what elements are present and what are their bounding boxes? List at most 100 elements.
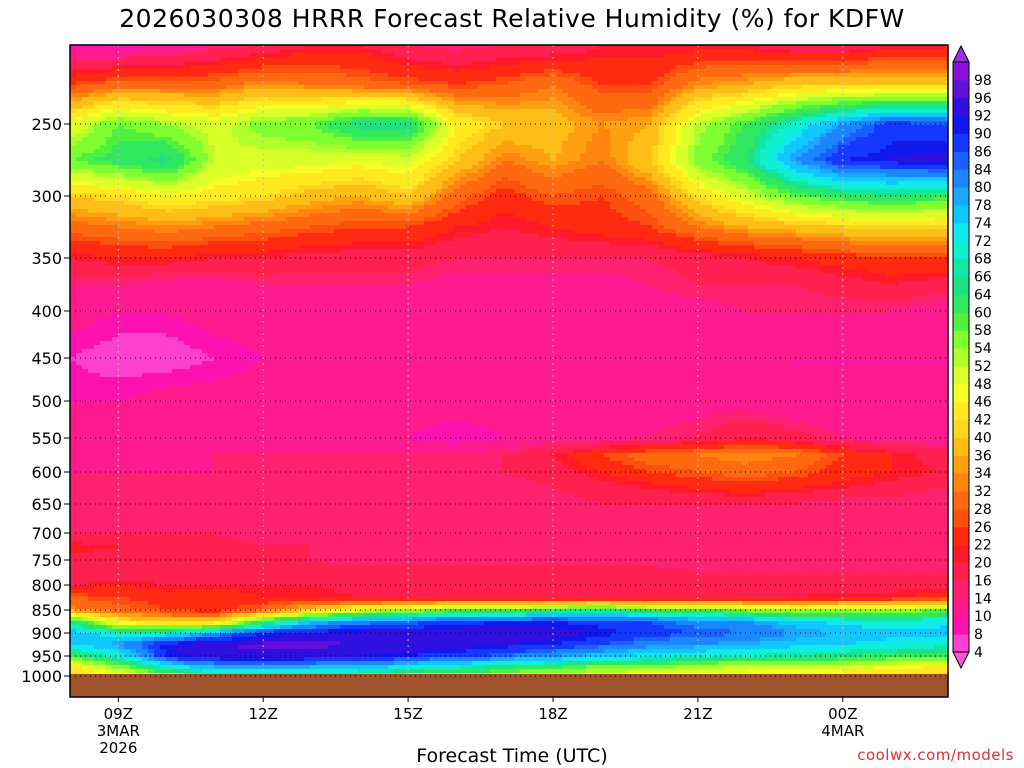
rh-cell (376, 73, 383, 78)
rh-cell (892, 77, 899, 82)
rh-cell (316, 77, 323, 82)
rh-cell (520, 73, 527, 78)
rh-cell (874, 161, 881, 166)
rh-cell (796, 125, 803, 130)
rh-cell (244, 157, 251, 162)
rh-cell (466, 121, 473, 126)
rh-cell (616, 109, 623, 114)
rh-cell (598, 125, 605, 130)
rh-cell (856, 73, 863, 78)
rh-cell (298, 81, 305, 86)
rh-cell (304, 97, 311, 102)
rh-cell (622, 177, 629, 182)
rh-cell (850, 145, 857, 150)
rh-cell (418, 97, 425, 102)
rh-cell (76, 57, 83, 62)
rh-cell (916, 125, 923, 130)
rh-cell (916, 93, 923, 98)
rh-cell (250, 145, 257, 150)
rh-cell (730, 49, 737, 54)
rh-cell (430, 157, 437, 162)
rh-cell (574, 53, 581, 58)
rh-cell (574, 65, 581, 70)
rh-cell (928, 81, 935, 86)
rh-cell (898, 53, 905, 58)
rh-cell (862, 65, 869, 70)
rh-cell (274, 161, 281, 166)
rh-cell (652, 121, 659, 126)
rh-cell (778, 53, 785, 58)
rh-cell (754, 129, 761, 134)
rh-cell (154, 149, 161, 154)
rh-cell (544, 45, 551, 50)
rh-cell (676, 137, 683, 142)
rh-cell (430, 101, 437, 106)
rh-cell (730, 105, 737, 110)
rh-cell (706, 73, 713, 78)
rh-cell (706, 133, 713, 138)
rh-cell (94, 169, 101, 174)
rh-cell (922, 89, 929, 94)
rh-cell (118, 173, 125, 178)
rh-cell (802, 77, 809, 82)
rh-cell (202, 153, 209, 158)
rh-cell (406, 57, 413, 62)
rh-cell (862, 169, 869, 174)
rh-cell (118, 61, 125, 66)
rh-cell (484, 133, 491, 138)
rh-cell (382, 121, 389, 126)
rh-cell (862, 177, 869, 182)
rh-cell (808, 169, 815, 174)
rh-cell (268, 73, 275, 78)
rh-cell (214, 77, 221, 82)
rh-cell (562, 85, 569, 90)
rh-cell (652, 61, 659, 66)
rh-cell (826, 157, 833, 162)
rh-cell (868, 117, 875, 122)
rh-cell (268, 77, 275, 82)
rh-cell (592, 133, 599, 138)
rh-cell (334, 121, 341, 126)
rh-cell (118, 89, 125, 94)
rh-cell (838, 165, 845, 170)
rh-cell (580, 65, 587, 70)
rh-cell (394, 109, 401, 114)
rh-cell (70, 125, 77, 130)
rh-cell (382, 157, 389, 162)
rh-cell (922, 145, 929, 150)
rh-cell (580, 121, 587, 126)
rh-cell (670, 49, 677, 54)
rh-cell (586, 165, 593, 170)
rh-cell (118, 105, 125, 110)
rh-cell (490, 141, 497, 146)
rh-cell (616, 45, 623, 50)
rh-cell (718, 145, 725, 150)
rh-cell (364, 165, 371, 170)
rh-cell (532, 45, 539, 50)
rh-cell (796, 133, 803, 138)
rh-cell (592, 149, 599, 154)
rh-cell (754, 73, 761, 78)
rh-cell (292, 49, 299, 54)
rh-cell (394, 137, 401, 142)
rh-cell (70, 109, 77, 114)
rh-cell (202, 93, 209, 98)
rh-cell (322, 125, 329, 130)
rh-cell (214, 101, 221, 106)
rh-cell (664, 149, 671, 154)
rh-cell (352, 85, 359, 90)
rh-cell (652, 141, 659, 146)
rh-cell (520, 105, 527, 110)
rh-cell (376, 177, 383, 182)
rh-cell (466, 161, 473, 166)
rh-cell (916, 101, 923, 106)
rh-cell (166, 133, 173, 138)
rh-cell (892, 153, 899, 158)
rh-cell (154, 49, 161, 54)
rh-cell (640, 113, 647, 118)
rh-cell (208, 89, 215, 94)
rh-cell (172, 117, 179, 122)
rh-cell (280, 73, 287, 78)
rh-cell (628, 149, 635, 154)
rh-cell (286, 65, 293, 70)
